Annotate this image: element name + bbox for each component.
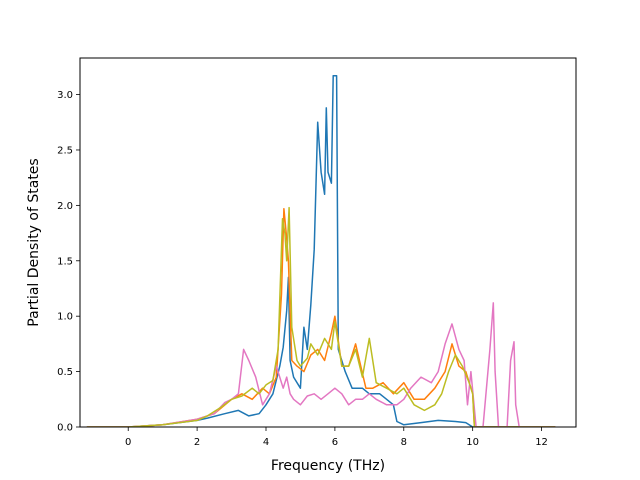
- y-axis-ticks: 0.0 0.5 1.0 1.5 2.0 2.5 3.0: [57, 90, 80, 434]
- y-tick-label: 0.5: [57, 367, 73, 378]
- y-tick-label: 2.5: [57, 145, 73, 156]
- x-tick-label: 6: [332, 437, 338, 448]
- series-layer: [86, 74, 556, 427]
- x-axis-label: Frequency (THz): [271, 458, 385, 474]
- x-tick-label: 2: [194, 437, 200, 448]
- x-axis-ticks: 0 2 4 6 8 10 12: [125, 427, 548, 448]
- y-tick-label: 0.0: [57, 423, 73, 434]
- x-tick-label: 8: [401, 437, 407, 448]
- y-tick-label: 1.5: [57, 256, 73, 267]
- pdos-series-line-1: [86, 74, 556, 427]
- x-tick-label: 12: [535, 437, 548, 448]
- plot-area-frame: [79, 57, 577, 428]
- y-tick-label: 1.0: [57, 312, 73, 323]
- x-tick-label: 10: [466, 437, 479, 448]
- pdos-series-line-4: [86, 206, 556, 427]
- y-axis-label: Partial Density of States: [26, 158, 42, 326]
- x-tick-label: 4: [263, 437, 269, 448]
- y-tick-label: 3.0: [57, 90, 73, 101]
- pdos-series-line-2: [86, 207, 556, 427]
- x-tick-label: 0: [125, 437, 131, 448]
- pdos-series-line-3: [86, 302, 556, 427]
- y-tick-label: 2.0: [57, 201, 73, 212]
